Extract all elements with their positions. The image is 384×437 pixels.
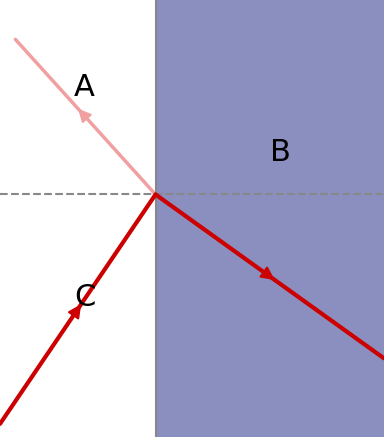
Bar: [0, 0, 156, 437]
Text: A: A: [74, 73, 95, 102]
Text: C: C: [74, 283, 95, 312]
Text: B: B: [270, 139, 291, 167]
Bar: [156, 0, 384, 437]
